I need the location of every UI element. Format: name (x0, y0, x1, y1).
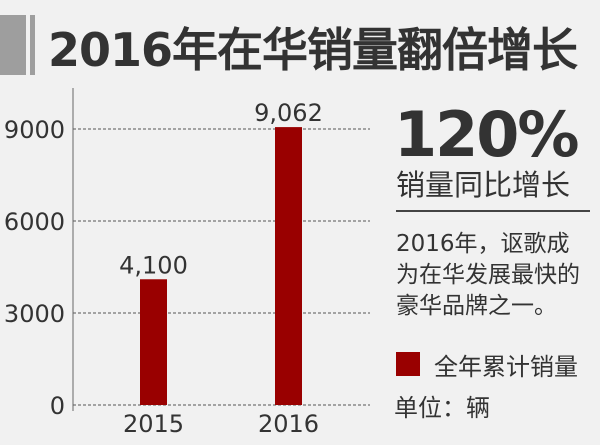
y-tick-label: 6000 (4, 208, 65, 236)
bar-2016 (275, 127, 302, 405)
description-line: 为在华发展最快的 (396, 262, 580, 288)
data-label: 9,062 (254, 99, 323, 127)
x-tick-label: 2015 (123, 410, 184, 438)
title-accent-bar (0, 15, 26, 75)
data-label: 4,100 (119, 251, 188, 279)
growth-value: 120% (394, 98, 580, 171)
page-title: 2016年在华销量翻倍增长 (48, 23, 578, 77)
growth-caption: 销量同比增长 (396, 168, 571, 202)
bar-chart: 0 3000 6000 9000 4,100 2015 9,062 2016 (4, 88, 370, 438)
divider (396, 210, 590, 212)
legend-label: 全年累计销量 (434, 353, 578, 381)
x-tick-label: 2016 (258, 410, 319, 438)
y-tick-label: 9000 (4, 116, 65, 144)
legend-swatch (396, 352, 420, 376)
unit-label: 单位：辆 (394, 394, 490, 422)
description-line: 2016年，讴歌成 (396, 231, 570, 257)
description-line: 豪华品牌之一。 (396, 293, 557, 319)
bar-2015 (140, 279, 167, 405)
title-accent-bar-thin (30, 15, 35, 75)
y-tick-label: 3000 (4, 300, 65, 328)
y-tick-label: 0 (50, 392, 65, 420)
description: 2016年，讴歌成 为在华发展最快的 豪华品牌之一。 (396, 229, 596, 322)
